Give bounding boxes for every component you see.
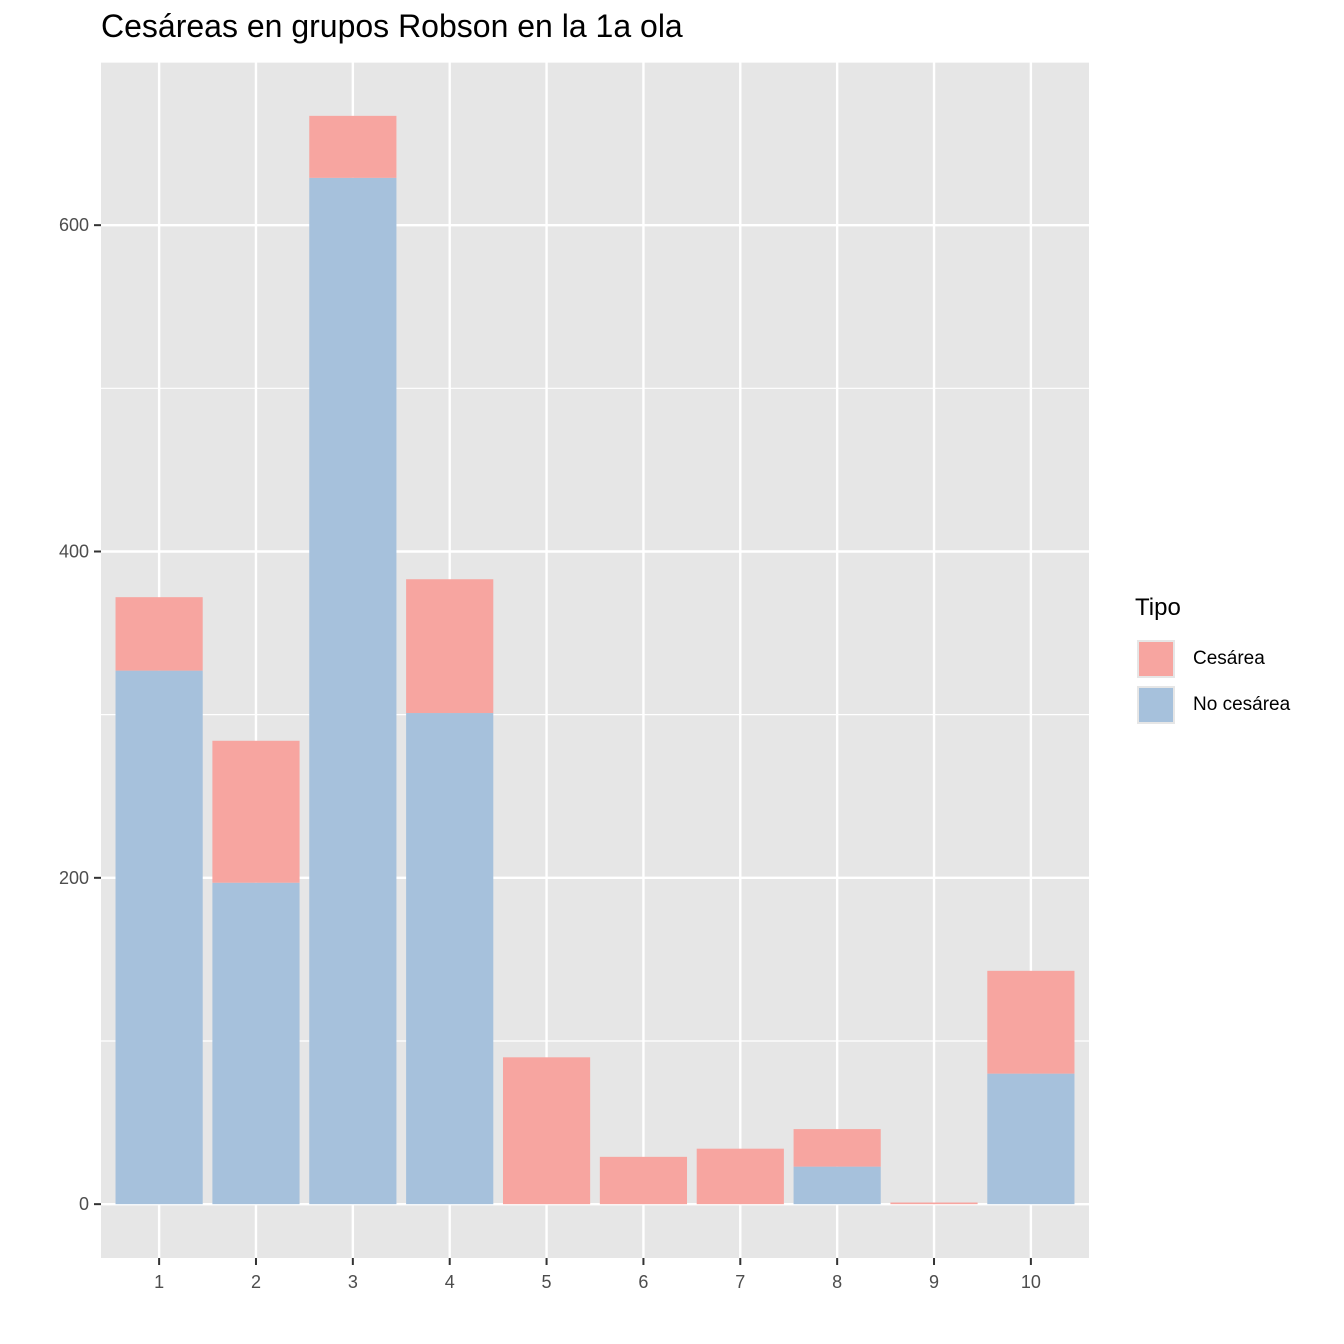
x-tick-label: 2: [251, 1272, 261, 1292]
bar-ces-rea-8: [793, 1129, 881, 1167]
bar-ces-rea-7: [696, 1148, 784, 1205]
bar-ces-rea-1: [115, 597, 203, 671]
x-tick-label: 1: [154, 1272, 164, 1292]
bar-ces-rea-3: [309, 115, 397, 178]
bar-ces-rea-6: [599, 1156, 688, 1205]
y-tick-label: 400: [59, 541, 89, 561]
x-tick-label: 8: [832, 1272, 842, 1292]
legend-label-no-cesarea: No cesárea: [1193, 694, 1291, 715]
legend-label-cesarea: Cesárea: [1193, 648, 1265, 669]
bar-no-ces-rea-4: [406, 713, 494, 1205]
legend-key-cesarea: [1135, 638, 1177, 680]
bar-no-ces-rea-10: [987, 1073, 1075, 1205]
legend-key-no-cesarea: [1135, 684, 1177, 726]
y-tick-label: 600: [59, 215, 89, 235]
bar-ces-rea-10: [987, 970, 1075, 1074]
legend-item-no-cesarea: No cesárea: [1135, 682, 1290, 728]
bar-no-ces-rea-2: [212, 882, 300, 1205]
bars: [115, 115, 1075, 1205]
legend-item-cesarea: Cesárea: [1135, 636, 1290, 682]
bar-ces-rea-5: [502, 1057, 591, 1205]
x-tick-label: 4: [445, 1272, 455, 1292]
x-tick-label: 10: [1021, 1272, 1041, 1292]
y-tick-label: 0: [79, 1194, 89, 1214]
x-tick-label: 7: [735, 1272, 745, 1292]
bar-no-ces-rea-3: [309, 177, 397, 1205]
bar-ces-rea-4: [406, 579, 494, 714]
x-tick-label: 3: [348, 1272, 358, 1292]
x-tick-label: 9: [929, 1272, 939, 1292]
bar-no-ces-rea-1: [115, 670, 203, 1205]
chart-title: Cesáreas en grupos Robson en la 1a ola: [101, 8, 683, 44]
legend-title: Tipo: [1135, 594, 1181, 621]
bar-ces-rea-9: [890, 1202, 978, 1205]
x-axis: 1 2 3 4 5 6 7 8 9 10: [154, 1258, 1041, 1292]
x-tick-label: 5: [542, 1272, 552, 1292]
bar-ces-rea-2: [212, 740, 300, 883]
legend: Tipo Cesárea No cesárea: [1135, 594, 1290, 728]
y-tick-label: 200: [59, 868, 89, 888]
bar-no-ces-rea-8: [793, 1166, 881, 1205]
y-axis: 0 200 400 600: [59, 215, 101, 1214]
x-tick-label: 6: [638, 1272, 648, 1292]
